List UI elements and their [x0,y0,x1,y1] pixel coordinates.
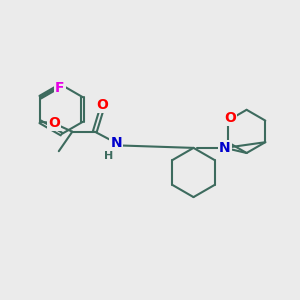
Text: F: F [55,81,64,95]
Text: O: O [48,116,60,130]
Text: N: N [111,136,122,150]
Text: N: N [219,141,231,155]
Text: H: H [104,151,113,161]
Text: O: O [224,111,236,125]
Text: O: O [97,98,109,112]
